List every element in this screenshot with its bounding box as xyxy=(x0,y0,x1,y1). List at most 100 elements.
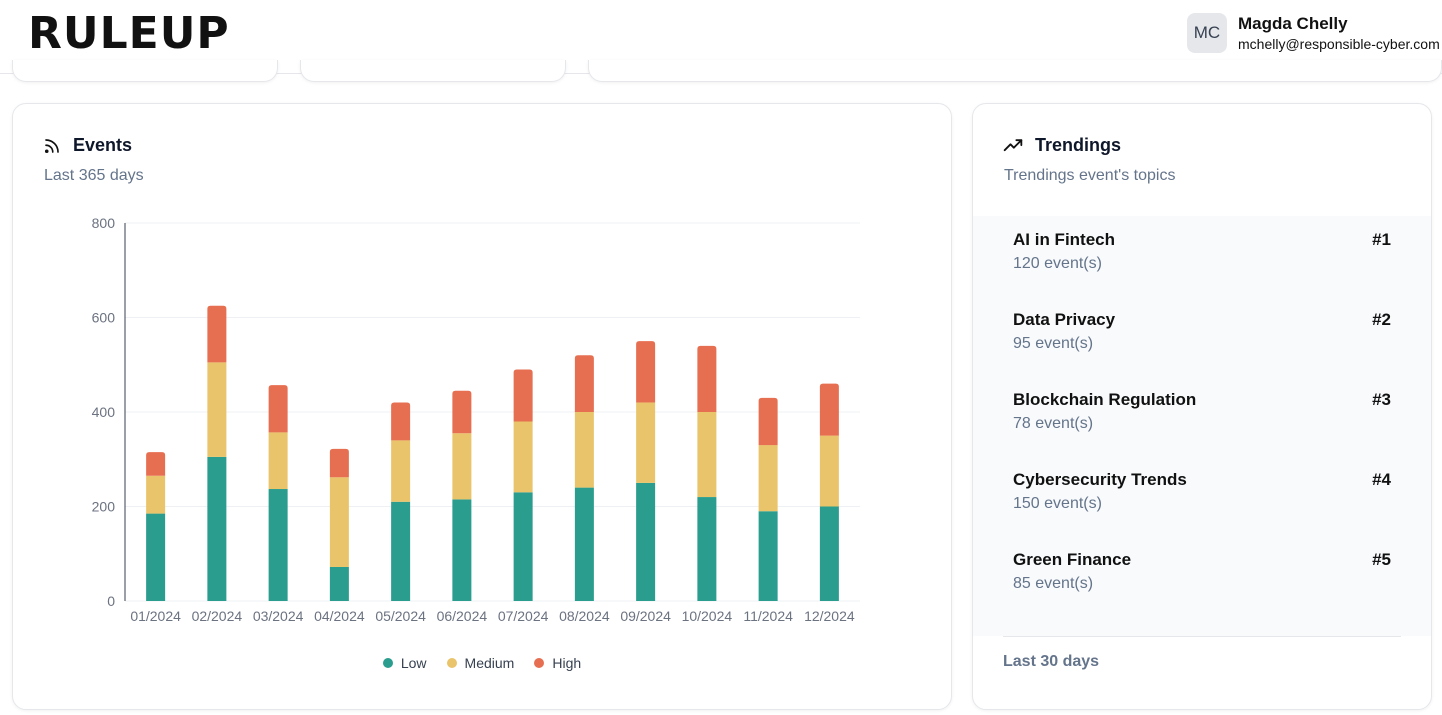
bar-medium-05/2024[interactable] xyxy=(391,440,411,502)
events-subtitle: Last 365 days xyxy=(44,167,144,184)
legend-swatch-high xyxy=(534,658,545,668)
x-tick-label: 10/2024 xyxy=(682,608,733,624)
rss-icon xyxy=(44,138,59,153)
bar-medium-11/2024[interactable] xyxy=(758,445,778,512)
bar-low-01/2024[interactable] xyxy=(146,513,166,601)
trending-item[interactable]: Data Privacy #2 95 event(s) xyxy=(1013,310,1391,353)
trending-rank: #4 xyxy=(1372,470,1391,489)
events-bar-chart: 0 200 400 600 800 01/2024 02/2024 03/2024 04/202… xyxy=(92,215,860,624)
bar-medium-02/2024[interactable] xyxy=(207,362,227,457)
user-info: Magda Chelly mchelly@responsible-cyber.c… xyxy=(1238,13,1440,53)
bar-low-10/2024[interactable] xyxy=(697,497,717,601)
trending-item[interactable]: AI in Fintech #1 120 event(s) xyxy=(1013,230,1391,273)
user-profile[interactable]: MC Magda Chelly mchelly@responsible-cybe… xyxy=(1187,13,1440,53)
trending-item[interactable]: Green Finance #5 85 event(s) xyxy=(1013,550,1391,593)
trending-rank: #5 xyxy=(1372,550,1391,569)
x-tick-label: 06/2024 xyxy=(437,608,488,624)
divider xyxy=(1003,636,1401,637)
trendings-card: Trendings Trendings event's topics AI in… xyxy=(972,103,1432,710)
trending-list: AI in Fintech #1 120 event(s) Data Priva… xyxy=(973,216,1431,636)
y-tick-label: 200 xyxy=(92,499,116,515)
x-tick-label: 01/2024 xyxy=(130,608,181,624)
x-tick-label: 11/2024 xyxy=(743,608,793,624)
trending-count: 78 event(s) xyxy=(1013,415,1094,432)
bar-medium-07/2024[interactable] xyxy=(513,421,533,493)
bar-high-09/2024[interactable] xyxy=(636,341,656,403)
y-tick-label: 800 xyxy=(92,215,116,231)
events-card: Events Last 365 days 0 200 400 600 800 01/202… xyxy=(12,103,952,710)
chart-legend: Low Medium High xyxy=(13,655,951,671)
x-tick-label: 04/2024 xyxy=(314,608,365,624)
avatar[interactable]: MC xyxy=(1187,13,1227,53)
stat-card-1 xyxy=(12,60,278,82)
trending-item[interactable]: Cybersecurity Trends #4 150 event(s) xyxy=(1013,470,1391,513)
bar-low-04/2024[interactable] xyxy=(329,566,349,601)
bar-medium-09/2024[interactable] xyxy=(636,402,656,483)
bar-medium-10/2024[interactable] xyxy=(697,412,717,498)
bar-low-03/2024[interactable] xyxy=(268,489,288,601)
x-tick-label: 07/2024 xyxy=(498,608,549,624)
trending-rank: #2 xyxy=(1372,310,1391,329)
stat-card-2 xyxy=(300,60,566,82)
bar-medium-01/2024[interactable] xyxy=(146,475,166,514)
bar-high-10/2024[interactable] xyxy=(697,345,717,412)
trending-topic-name: Cybersecurity Trends xyxy=(1013,470,1187,489)
trending-count: 150 event(s) xyxy=(1013,495,1102,512)
x-tick-label: 12/2024 xyxy=(804,608,855,624)
trending-count: 120 event(s) xyxy=(1013,255,1102,272)
bar-medium-12/2024[interactable] xyxy=(819,435,839,507)
bar-low-11/2024[interactable] xyxy=(758,511,778,601)
bar-low-02/2024[interactable] xyxy=(207,456,227,601)
bar-high-07/2024[interactable] xyxy=(513,369,533,422)
legend-item-high[interactable]: High xyxy=(534,655,581,671)
trending-rank: #3 xyxy=(1372,390,1391,409)
bar-medium-06/2024[interactable] xyxy=(452,433,472,500)
bar-low-07/2024[interactable] xyxy=(513,492,533,601)
x-tick-label: 05/2024 xyxy=(375,608,426,624)
bar-low-06/2024[interactable] xyxy=(452,499,472,601)
trendings-title-label: Trendings xyxy=(1035,135,1122,155)
trending-count: 85 event(s) xyxy=(1013,575,1094,592)
bar-medium-03/2024[interactable] xyxy=(268,432,288,490)
trending-count: 95 event(s) xyxy=(1013,335,1094,352)
trending-topic-name: Blockchain Regulation xyxy=(1013,390,1197,409)
trending-topic-name: AI in Fintech xyxy=(1013,230,1115,249)
y-tick-label: 600 xyxy=(92,310,116,326)
trending-rank: #1 xyxy=(1372,230,1391,249)
bar-high-08/2024[interactable] xyxy=(574,355,594,412)
events-title-label: Events xyxy=(73,135,133,155)
trending-up-icon xyxy=(1003,138,1023,151)
bar-medium-04/2024[interactable] xyxy=(329,477,349,567)
ruleup-logo[interactable]: RULEUP xyxy=(28,8,230,59)
legend-item-low[interactable]: Low xyxy=(382,655,427,671)
bar-low-05/2024[interactable] xyxy=(391,501,411,601)
trendings-footer: Last 30 days xyxy=(1003,653,1100,670)
trending-item[interactable]: Blockchain Regulation #3 78 event(s) xyxy=(1013,390,1391,433)
x-tick-label: 03/2024 xyxy=(253,608,304,624)
bar-high-03/2024[interactable] xyxy=(268,385,288,433)
y-tick-label: 400 xyxy=(92,404,116,420)
bar-high-05/2024[interactable] xyxy=(391,402,411,441)
stat-card-3 xyxy=(588,60,1442,82)
legend-item-medium[interactable]: Medium xyxy=(446,655,514,671)
x-tick-label: 08/2024 xyxy=(559,608,610,624)
legend-label-low: Low xyxy=(400,655,427,671)
x-tick-label: 09/2024 xyxy=(620,608,671,624)
user-email: mchelly@responsible-cyber.com xyxy=(1238,36,1440,52)
bar-high-11/2024[interactable] xyxy=(758,397,778,446)
bar-low-09/2024[interactable] xyxy=(636,482,656,601)
legend-swatch-medium xyxy=(446,658,457,668)
bar-low-08/2024[interactable] xyxy=(574,487,594,601)
events-title: Events xyxy=(43,135,132,156)
bar-medium-08/2024[interactable] xyxy=(574,412,594,488)
x-tick-label: 02/2024 xyxy=(192,608,243,624)
trendings-subtitle: Trendings event's topics xyxy=(1004,167,1176,184)
bar-low-12/2024[interactable] xyxy=(819,506,839,602)
trending-topic-name: Data Privacy xyxy=(1013,310,1116,329)
bar-high-06/2024[interactable] xyxy=(452,390,472,434)
bar-high-01/2024[interactable] xyxy=(146,452,166,476)
user-name: Magda Chelly xyxy=(1238,14,1348,33)
bar-high-04/2024[interactable] xyxy=(329,448,349,478)
bar-high-12/2024[interactable] xyxy=(819,383,839,436)
bar-high-02/2024[interactable] xyxy=(207,305,227,363)
